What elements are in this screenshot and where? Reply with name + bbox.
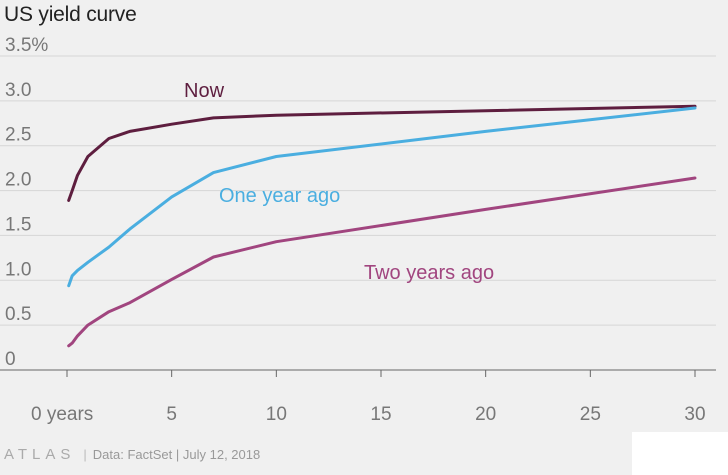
axes: 0 0.5 1.0 1.5 2.0 2.5 3.0 3.5% 0 years 5 10 15 20 25 3… [5, 35, 706, 425]
series-label: Two years ago [364, 262, 494, 284]
y-tick-label: 1.5 [5, 214, 31, 235]
series-line-two-years-ago [67, 176, 697, 348]
chart-title: US yield curve [4, 3, 137, 26]
x-tick-label: 20 [475, 404, 496, 425]
y-tick-label: 1.0 [5, 259, 31, 280]
series-labels: Now One year ago Two years ago [184, 80, 494, 284]
y-tick-label: 0.5 [5, 304, 31, 325]
x-tick-label: 25 [580, 404, 601, 425]
footer-blank-area [632, 432, 728, 475]
x-tick-label: 10 [266, 404, 287, 425]
atlas-logo: ATLAS [4, 446, 76, 463]
y-tick-label: 0 [5, 349, 16, 370]
x-tick-label: 0 years [31, 404, 93, 425]
y-tick-label: 3.0 [5, 80, 31, 101]
series-line-one-year-ago [67, 106, 697, 288]
footer: ATLAS | Data: FactSet | July 12, 2018 [4, 446, 260, 463]
grid [0, 55, 716, 371]
x-tick-label: 15 [370, 404, 391, 425]
y-tick-label: 2.5 [5, 125, 31, 146]
y-tick-label: 3.5% [5, 35, 48, 56]
footer-separator: | [83, 447, 87, 462]
series-label: Now [184, 80, 225, 102]
y-tick-label: 2.0 [5, 170, 31, 191]
series-label: One year ago [219, 185, 340, 207]
source-credit: Data: FactSet | July 12, 2018 [92, 447, 261, 462]
series-lines [67, 104, 697, 348]
x-tick-label: 5 [166, 404, 177, 425]
x-tick-label: 30 [684, 404, 705, 425]
series-line-now [67, 104, 697, 202]
